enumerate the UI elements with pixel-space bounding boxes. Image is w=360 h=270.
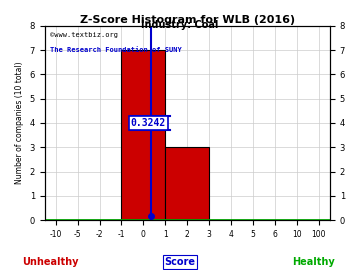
Y-axis label: Number of companies (10 total): Number of companies (10 total): [15, 62, 24, 184]
Text: Score: Score: [165, 256, 195, 266]
Text: Industry: Coal: Industry: Coal: [141, 20, 219, 30]
Text: The Research Foundation of SUNY: The Research Foundation of SUNY: [50, 47, 182, 53]
Text: Healthy: Healthy: [292, 256, 334, 266]
Text: Unhealthy: Unhealthy: [22, 256, 78, 266]
Bar: [165, 147, 209, 220]
Text: 0.3242: 0.3242: [131, 118, 166, 128]
Title: Z-Score Histogram for WLB (2016): Z-Score Histogram for WLB (2016): [80, 15, 295, 25]
Bar: [121, 50, 165, 220]
Text: ©www.textbiz.org: ©www.textbiz.org: [50, 32, 118, 38]
